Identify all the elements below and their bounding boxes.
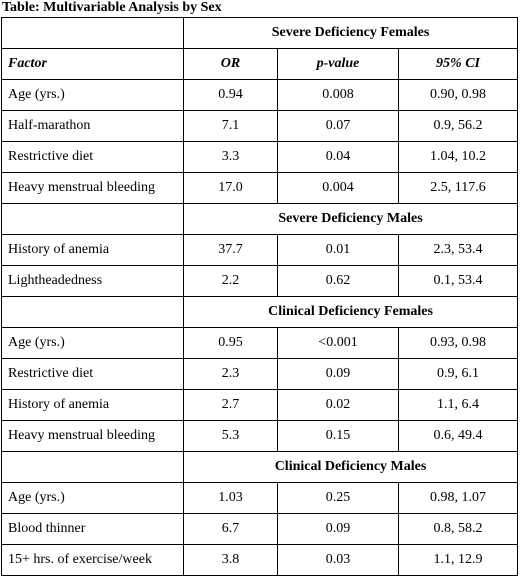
ci-cell: 1.1, 6.4: [397, 389, 519, 421]
factor-cell: Heavy menstrual bleeding: [1, 420, 184, 452]
group-header-row: Severe Deficiency Males: [1, 203, 519, 235]
table-row: Blood thinner 6.7 0.09 0.8, 58.2: [1, 513, 519, 545]
ci-cell: 0.6, 49.4: [397, 420, 519, 452]
table-row: Age (yrs.) 0.95 <0.001 0.93, 0.98: [1, 327, 519, 359]
group-title: Clinical Deficiency Males: [182, 451, 519, 483]
ci-cell: 0.1, 53.4: [397, 265, 519, 297]
table-row: Half-marathon 7.1 0.07 0.9, 56.2: [1, 110, 519, 142]
table-row: Heavy menstrual bleeding 5.3 0.15 0.6, 4…: [1, 420, 519, 452]
table-row: History of anemia 37.7 0.01 2.3, 53.4: [1, 234, 519, 266]
factor-cell: Blood thinner: [1, 513, 184, 545]
or-cell: 3.8: [183, 544, 278, 576]
group-header-row: Severe Deficiency Females: [1, 17, 519, 49]
factor-cell: Age (yrs.): [1, 327, 184, 359]
factor-cell: Half-marathon: [1, 110, 184, 142]
table-row: Restrictive diet 3.3 0.04 1.04, 10.2: [1, 141, 519, 173]
table-row: Restrictive diet 2.3 0.09 0.9, 6.1: [1, 358, 519, 390]
group-header-blank-cell: [1, 17, 184, 49]
factor-cell: Age (yrs.): [1, 79, 184, 111]
p-value-cell: 0.01: [277, 234, 399, 266]
factor-cell: Restrictive diet: [1, 358, 184, 390]
group-title: Severe Deficiency Females: [182, 17, 519, 49]
column-header-row: Factor OR p-value 95% CI: [1, 48, 519, 80]
p-value-cell: 0.09: [277, 513, 399, 545]
p-value-cell: 0.15: [277, 420, 399, 452]
ci-cell: 0.98, 1.07: [397, 482, 519, 514]
group-header-blank-cell: [1, 203, 184, 235]
ci-cell: 0.9, 56.2: [397, 110, 519, 142]
table-row: History of anemia 2.7 0.02 1.1, 6.4: [1, 389, 519, 421]
table-row: 15+ hrs. of exercise/week 3.8 0.03 1.1, …: [1, 544, 519, 576]
ci-cell: 0.90, 0.98: [397, 79, 519, 111]
or-cell: 7.1: [183, 110, 278, 142]
ci-cell: 0.9, 6.1: [397, 358, 519, 390]
ci-cell: 0.93, 0.98: [397, 327, 519, 359]
or-cell: 17.0: [183, 172, 278, 204]
table-row: Lightheadedness 2.2 0.62 0.1, 53.4: [1, 265, 519, 297]
group-title: Severe Deficiency Males: [182, 203, 519, 235]
factor-cell: Lightheadedness: [1, 265, 184, 297]
or-cell: 37.7: [183, 234, 278, 266]
column-header-p-value: p-value: [277, 48, 399, 80]
table-row: Age (yrs.) 0.94 0.008 0.90, 0.98: [1, 79, 519, 111]
p-value-cell: 0.25: [277, 482, 399, 514]
factor-cell: 15+ hrs. of exercise/week: [1, 544, 184, 576]
p-value-cell: 0.03: [277, 544, 399, 576]
ci-cell: 2.5, 117.6: [397, 172, 519, 204]
factor-cell: History of anemia: [1, 389, 184, 421]
ci-cell: 2.3, 53.4: [397, 234, 519, 266]
ci-cell: 1.04, 10.2: [397, 141, 519, 173]
or-cell: 1.03: [183, 482, 278, 514]
p-value-cell: 0.008: [277, 79, 399, 111]
or-cell: 2.3: [183, 358, 278, 390]
or-cell: 0.95: [183, 327, 278, 359]
p-value-cell: 0.62: [277, 265, 399, 297]
table-row: Heavy menstrual bleeding 17.0 0.004 2.5,…: [1, 172, 519, 204]
column-header-or: OR: [183, 48, 278, 80]
ci-cell: 0.8, 58.2: [397, 513, 519, 545]
group-header-row: Clinical Deficiency Males: [1, 451, 519, 483]
p-value-cell: 0.02: [277, 389, 399, 421]
or-cell: 2.2: [183, 265, 278, 297]
table-caption: Table: Multivariable Analysis by Sex: [2, 0, 222, 15]
p-value-cell: 0.004: [277, 172, 399, 204]
or-cell: 0.94: [183, 79, 278, 111]
or-cell: 6.7: [183, 513, 278, 545]
p-value-cell: 0.04: [277, 141, 399, 173]
group-header-blank-cell: [1, 451, 184, 483]
group-header-row: Clinical Deficiency Females: [1, 296, 519, 328]
p-value-cell: <0.001: [277, 327, 399, 359]
or-cell: 2.7: [183, 389, 278, 421]
column-header-factor: Factor: [1, 48, 184, 80]
or-cell: 3.3: [183, 141, 278, 173]
factor-cell: Restrictive diet: [1, 141, 184, 173]
multivariable-analysis-table: Severe Deficiency Females Factor OR p-va…: [1, 17, 519, 576]
or-cell: 5.3: [183, 420, 278, 452]
p-value-cell: 0.07: [277, 110, 399, 142]
factor-cell: History of anemia: [1, 234, 184, 266]
ci-cell: 1.1, 12.9: [397, 544, 519, 576]
column-header-ci: 95% CI: [397, 48, 519, 80]
factor-cell: Age (yrs.): [1, 482, 184, 514]
group-header-blank-cell: [1, 296, 184, 328]
p-value-cell: 0.09: [277, 358, 399, 390]
table-row: Age (yrs.) 1.03 0.25 0.98, 1.07: [1, 482, 519, 514]
group-title: Clinical Deficiency Females: [182, 296, 519, 328]
factor-cell: Heavy menstrual bleeding: [1, 172, 184, 204]
